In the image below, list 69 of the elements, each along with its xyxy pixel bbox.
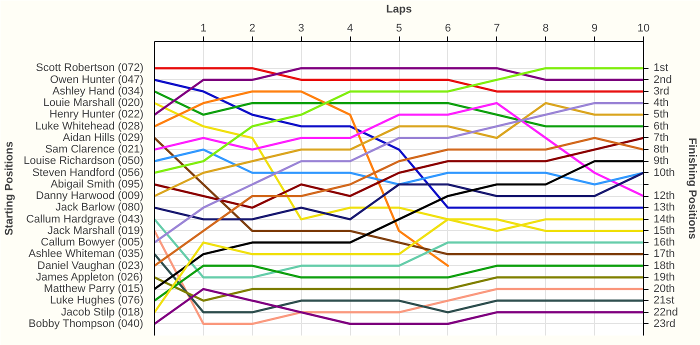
series-label: Henry Hunter (022) bbox=[49, 108, 144, 121]
x-tick-label: 5 bbox=[396, 22, 402, 34]
series-label: Louie Marshall (020) bbox=[43, 97, 144, 110]
y-tick-label: 19th bbox=[654, 271, 675, 284]
y-tick-label: 10th bbox=[654, 166, 675, 179]
series-label: Owen Hunter (047) bbox=[50, 74, 144, 86]
y-axis-title: Finishing Positions bbox=[686, 138, 698, 240]
y-tick-label: 5th bbox=[654, 108, 669, 121]
y-tick-label: 16th bbox=[654, 236, 675, 249]
series-label: Ashley Hand (034) bbox=[52, 85, 144, 98]
line-series bbox=[154, 102, 644, 198]
y-tick-label: 4th bbox=[654, 97, 669, 110]
line-series bbox=[154, 218, 644, 278]
x-tick-label: 4 bbox=[347, 22, 354, 34]
x-axis-title: Laps bbox=[386, 4, 412, 16]
series-label: Luke Whitehead (028) bbox=[35, 120, 144, 132]
y-tick-label: 18th bbox=[654, 260, 675, 272]
line-series bbox=[154, 288, 644, 325]
series-label: Danny Harwood (009) bbox=[36, 190, 144, 202]
series-label: Abigail Smith (095) bbox=[50, 178, 144, 190]
series-label: Ashlee Whiteman (035) bbox=[28, 248, 144, 260]
line-series bbox=[154, 172, 644, 220]
series-label: Daniel Vaughan (023) bbox=[37, 260, 144, 272]
series-label: Scott Robertson (072) bbox=[36, 62, 144, 74]
line-series bbox=[154, 90, 449, 267]
x-tick-label: 3 bbox=[298, 22, 304, 34]
y-tick-label: 7th bbox=[654, 132, 669, 144]
series-label: Bobby Thompson (040) bbox=[28, 318, 144, 330]
line-series bbox=[154, 78, 644, 209]
series-label: Matthew Parry (015) bbox=[44, 283, 144, 296]
y-tick-label: 23rd bbox=[654, 318, 676, 330]
series-label: Sam Clarence (021) bbox=[45, 144, 144, 156]
series-label: Luke Hughes (076) bbox=[50, 294, 144, 307]
series-label: Aidan Hills (029) bbox=[62, 132, 144, 144]
y-tick-label: 9th bbox=[654, 155, 669, 168]
series-label: Jacob Stilp (018) bbox=[60, 306, 144, 318]
line-series bbox=[154, 136, 644, 209]
line-series bbox=[154, 230, 644, 325]
y-tick-label: 1st bbox=[654, 62, 668, 74]
y-tick-label: 3rd bbox=[654, 85, 670, 98]
y-tick-label: 12th bbox=[654, 190, 675, 202]
y-tick-label: 2nd bbox=[654, 74, 672, 86]
series-label: Callum Hardgrave (043) bbox=[26, 213, 144, 226]
y-tick-label: 20th bbox=[654, 283, 675, 296]
x-tick-label: 1 bbox=[200, 22, 206, 34]
line-series bbox=[154, 90, 644, 128]
y-tick-label: 15th bbox=[654, 224, 675, 237]
y-tick-label: 21st bbox=[654, 294, 674, 307]
y-tick-label: 17th bbox=[654, 248, 675, 260]
y-tick-label: 22nd bbox=[654, 306, 678, 318]
text: Starting Positions bbox=[4, 141, 16, 236]
x-tick-label: 9 bbox=[592, 22, 598, 34]
series-label: James Appleton (026) bbox=[36, 271, 143, 284]
series-label: Callum Bowyer (005) bbox=[40, 236, 144, 249]
y-tick-label: 8th bbox=[654, 144, 669, 156]
x-tick-label: 2 bbox=[249, 22, 256, 34]
y-tick-label: 13th bbox=[654, 202, 675, 214]
series-label: Jack Marshall (019) bbox=[48, 224, 144, 237]
y-tick-label: 6th bbox=[654, 120, 669, 132]
x-tick-label: 6 bbox=[444, 22, 451, 34]
x-tick-label: 8 bbox=[542, 22, 549, 34]
series-label: Jack Barlow (080) bbox=[55, 202, 144, 214]
series-label: Steven Handford (056) bbox=[32, 166, 144, 179]
y-tick-label: 14th bbox=[654, 213, 675, 226]
x-tick-label: 7 bbox=[494, 22, 500, 34]
line-series bbox=[154, 67, 644, 174]
x-tick-label: 10 bbox=[637, 22, 650, 34]
series-label: Louise Richardson (050) bbox=[24, 155, 144, 168]
line-series bbox=[154, 148, 644, 186]
